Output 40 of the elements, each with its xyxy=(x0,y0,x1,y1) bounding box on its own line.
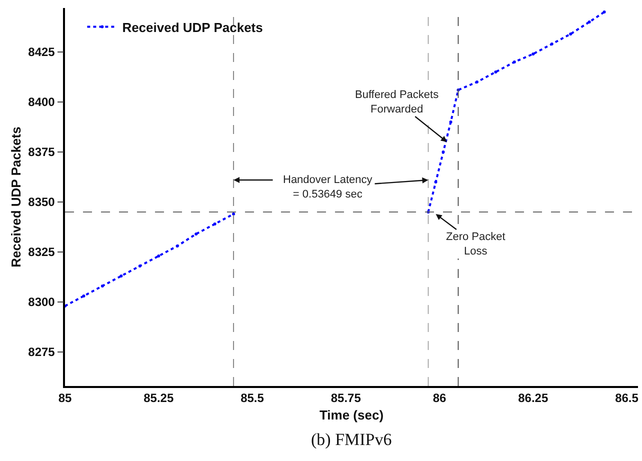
point xyxy=(442,150,445,154)
point xyxy=(434,180,438,184)
x-tick-label: 86 xyxy=(432,391,447,406)
y-tick-label: 8325 xyxy=(28,245,56,260)
point xyxy=(494,70,498,74)
point xyxy=(550,42,554,46)
y-axis-title: Received UDP Packets xyxy=(8,126,24,268)
point xyxy=(138,264,142,268)
y-tick-label: 8275 xyxy=(28,345,56,360)
y-tick-label: 8350 xyxy=(28,195,56,210)
annotation: Zero Packet Loss xyxy=(446,231,506,258)
point xyxy=(512,60,516,64)
x-tick-label: 85 xyxy=(58,391,72,406)
y-tick-label: 8300 xyxy=(28,295,56,310)
legend-label: Received UDP Packets xyxy=(122,20,263,35)
point xyxy=(100,284,104,288)
point xyxy=(532,52,535,56)
annotation: Buffered Packets Forwarded xyxy=(355,89,440,116)
point xyxy=(194,232,198,236)
point xyxy=(157,254,160,258)
x-tick-label: 86.5 xyxy=(615,391,639,406)
annotation: Handover Latency = 0.53649 sec xyxy=(283,174,373,200)
x-tick-label: 86.25 xyxy=(518,391,548,406)
y-tick-label: 8425 xyxy=(28,45,56,60)
point xyxy=(602,10,606,14)
x-tick-label: 85.25 xyxy=(144,391,174,406)
point xyxy=(213,222,216,226)
text: (b) FMIPv6 xyxy=(311,430,392,449)
point xyxy=(449,120,452,124)
point xyxy=(176,244,179,248)
point xyxy=(120,274,123,278)
x-tick-label: 85.5 xyxy=(240,391,264,406)
x-tick-label: 85.75 xyxy=(330,391,362,406)
point xyxy=(588,20,591,24)
point xyxy=(569,32,572,36)
y-tick-label: 8400 xyxy=(28,95,56,110)
y-tick-label: 8375 xyxy=(28,145,56,160)
point xyxy=(232,212,236,216)
x-axis-title: Time (sec) xyxy=(319,407,384,422)
point xyxy=(82,294,86,298)
